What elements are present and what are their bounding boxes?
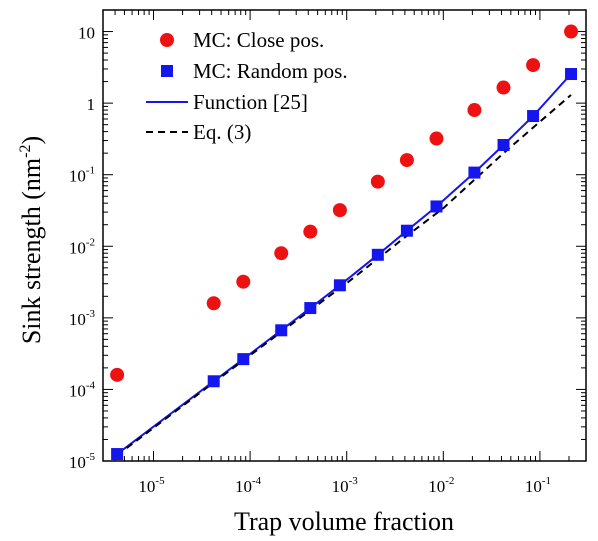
x-tick-label: 10-4 xyxy=(235,475,262,496)
x-axis-label: Trap volume fraction xyxy=(234,507,454,536)
close-pos-point xyxy=(399,153,414,168)
legend-label: MC: Close pos. xyxy=(193,28,324,52)
y-axis-label: Sink strength (nm-2) xyxy=(17,136,46,344)
close-pos-point xyxy=(496,80,511,95)
series-markers xyxy=(110,24,579,461)
legend-label: MC: Random pos. xyxy=(193,59,348,83)
random-pos-point xyxy=(304,302,317,315)
close-pos-point xyxy=(429,131,444,146)
close-pos-point xyxy=(236,274,251,289)
legend-circle-marker xyxy=(160,33,174,47)
close-pos-point xyxy=(206,296,221,311)
random-pos-point xyxy=(527,110,540,123)
random-pos-point xyxy=(400,224,413,237)
legend-square-marker xyxy=(161,65,173,77)
random-pos-point xyxy=(333,279,346,292)
close-pos-point xyxy=(467,103,482,118)
eq3-dashed-line xyxy=(116,94,572,457)
x-tick-label: 10-2 xyxy=(428,475,454,496)
random-pos-point xyxy=(430,200,443,213)
legend-label: Eq. (3) xyxy=(193,120,251,144)
y-tick-label: 1 xyxy=(87,95,96,114)
legend-label: Function [25] xyxy=(193,90,308,114)
legend-entry: Function [25] xyxy=(146,90,308,114)
random-pos-point xyxy=(371,248,384,261)
x-tick-label: 10-5 xyxy=(138,475,165,496)
tick-labels: 10-5 10-4 10-3 10-2 10-1 10-5 10-4 10-3 10-2 10-1… xyxy=(69,24,551,496)
legend-entry: MC: Random pos. xyxy=(161,59,348,83)
legend-entry: MC: Close pos. xyxy=(160,28,324,52)
random-pos-point xyxy=(565,68,578,81)
random-pos-point xyxy=(237,353,250,366)
y-tick-label: 10-4 xyxy=(69,379,96,400)
random-pos-point xyxy=(497,138,510,151)
legend: MC: Close pos. MC: Random pos. Function [2… xyxy=(146,28,348,144)
random-pos-point xyxy=(468,166,481,179)
y-tick-label: 10 xyxy=(78,24,95,43)
tick-marks xyxy=(102,9,586,462)
x-tick-label: 10-3 xyxy=(332,475,359,496)
close-pos-point xyxy=(110,367,125,382)
y-tick-label: 10-2 xyxy=(69,236,95,257)
x-tick-label: 10-1 xyxy=(525,475,551,496)
random-pos-point xyxy=(207,375,220,388)
close-pos-point xyxy=(274,246,289,261)
plot-frame xyxy=(102,9,587,462)
y-tick-label: 10-5 xyxy=(69,451,96,472)
random-pos-point xyxy=(275,324,288,337)
close-pos-point xyxy=(332,203,347,218)
y-tick-label: 10-3 xyxy=(69,308,96,329)
close-pos-point xyxy=(564,24,579,39)
close-pos-point xyxy=(526,58,541,73)
random-pos-point xyxy=(111,448,124,461)
close-pos-point xyxy=(370,174,385,189)
y-tick-label: 10-1 xyxy=(69,165,95,186)
close-pos-point xyxy=(303,224,318,239)
legend-entry: Eq. (3) xyxy=(146,120,251,144)
